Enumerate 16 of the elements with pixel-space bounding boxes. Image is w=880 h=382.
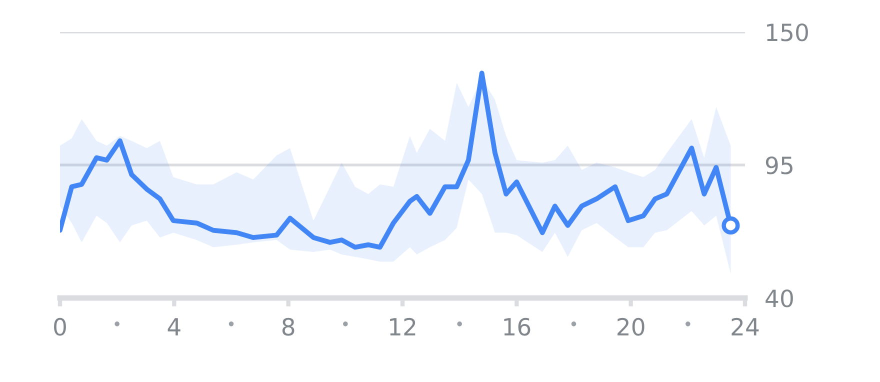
x-tick-label: •	[686, 322, 690, 326]
x-tick-label: •	[114, 322, 120, 326]
y-tick-label: 150	[767, 23, 808, 42]
x-tick-label: 16	[504, 318, 530, 336]
x-tick-label: 12	[390, 318, 416, 336]
x-tick-label: 4	[168, 318, 180, 336]
x-tick-label: •	[228, 322, 234, 326]
x-tick-label: 8	[282, 318, 294, 336]
x-tick-label: 24	[732, 318, 759, 336]
x-tick-label: •	[457, 322, 462, 326]
x-tick-label: 0	[54, 318, 66, 336]
y-tick-label: 40	[766, 289, 793, 308]
x-tick-label: •	[343, 322, 348, 326]
x-tick-label: 20	[618, 318, 644, 336]
x-tick-label: •	[571, 322, 576, 326]
y-tick-label: 95	[766, 156, 792, 174]
